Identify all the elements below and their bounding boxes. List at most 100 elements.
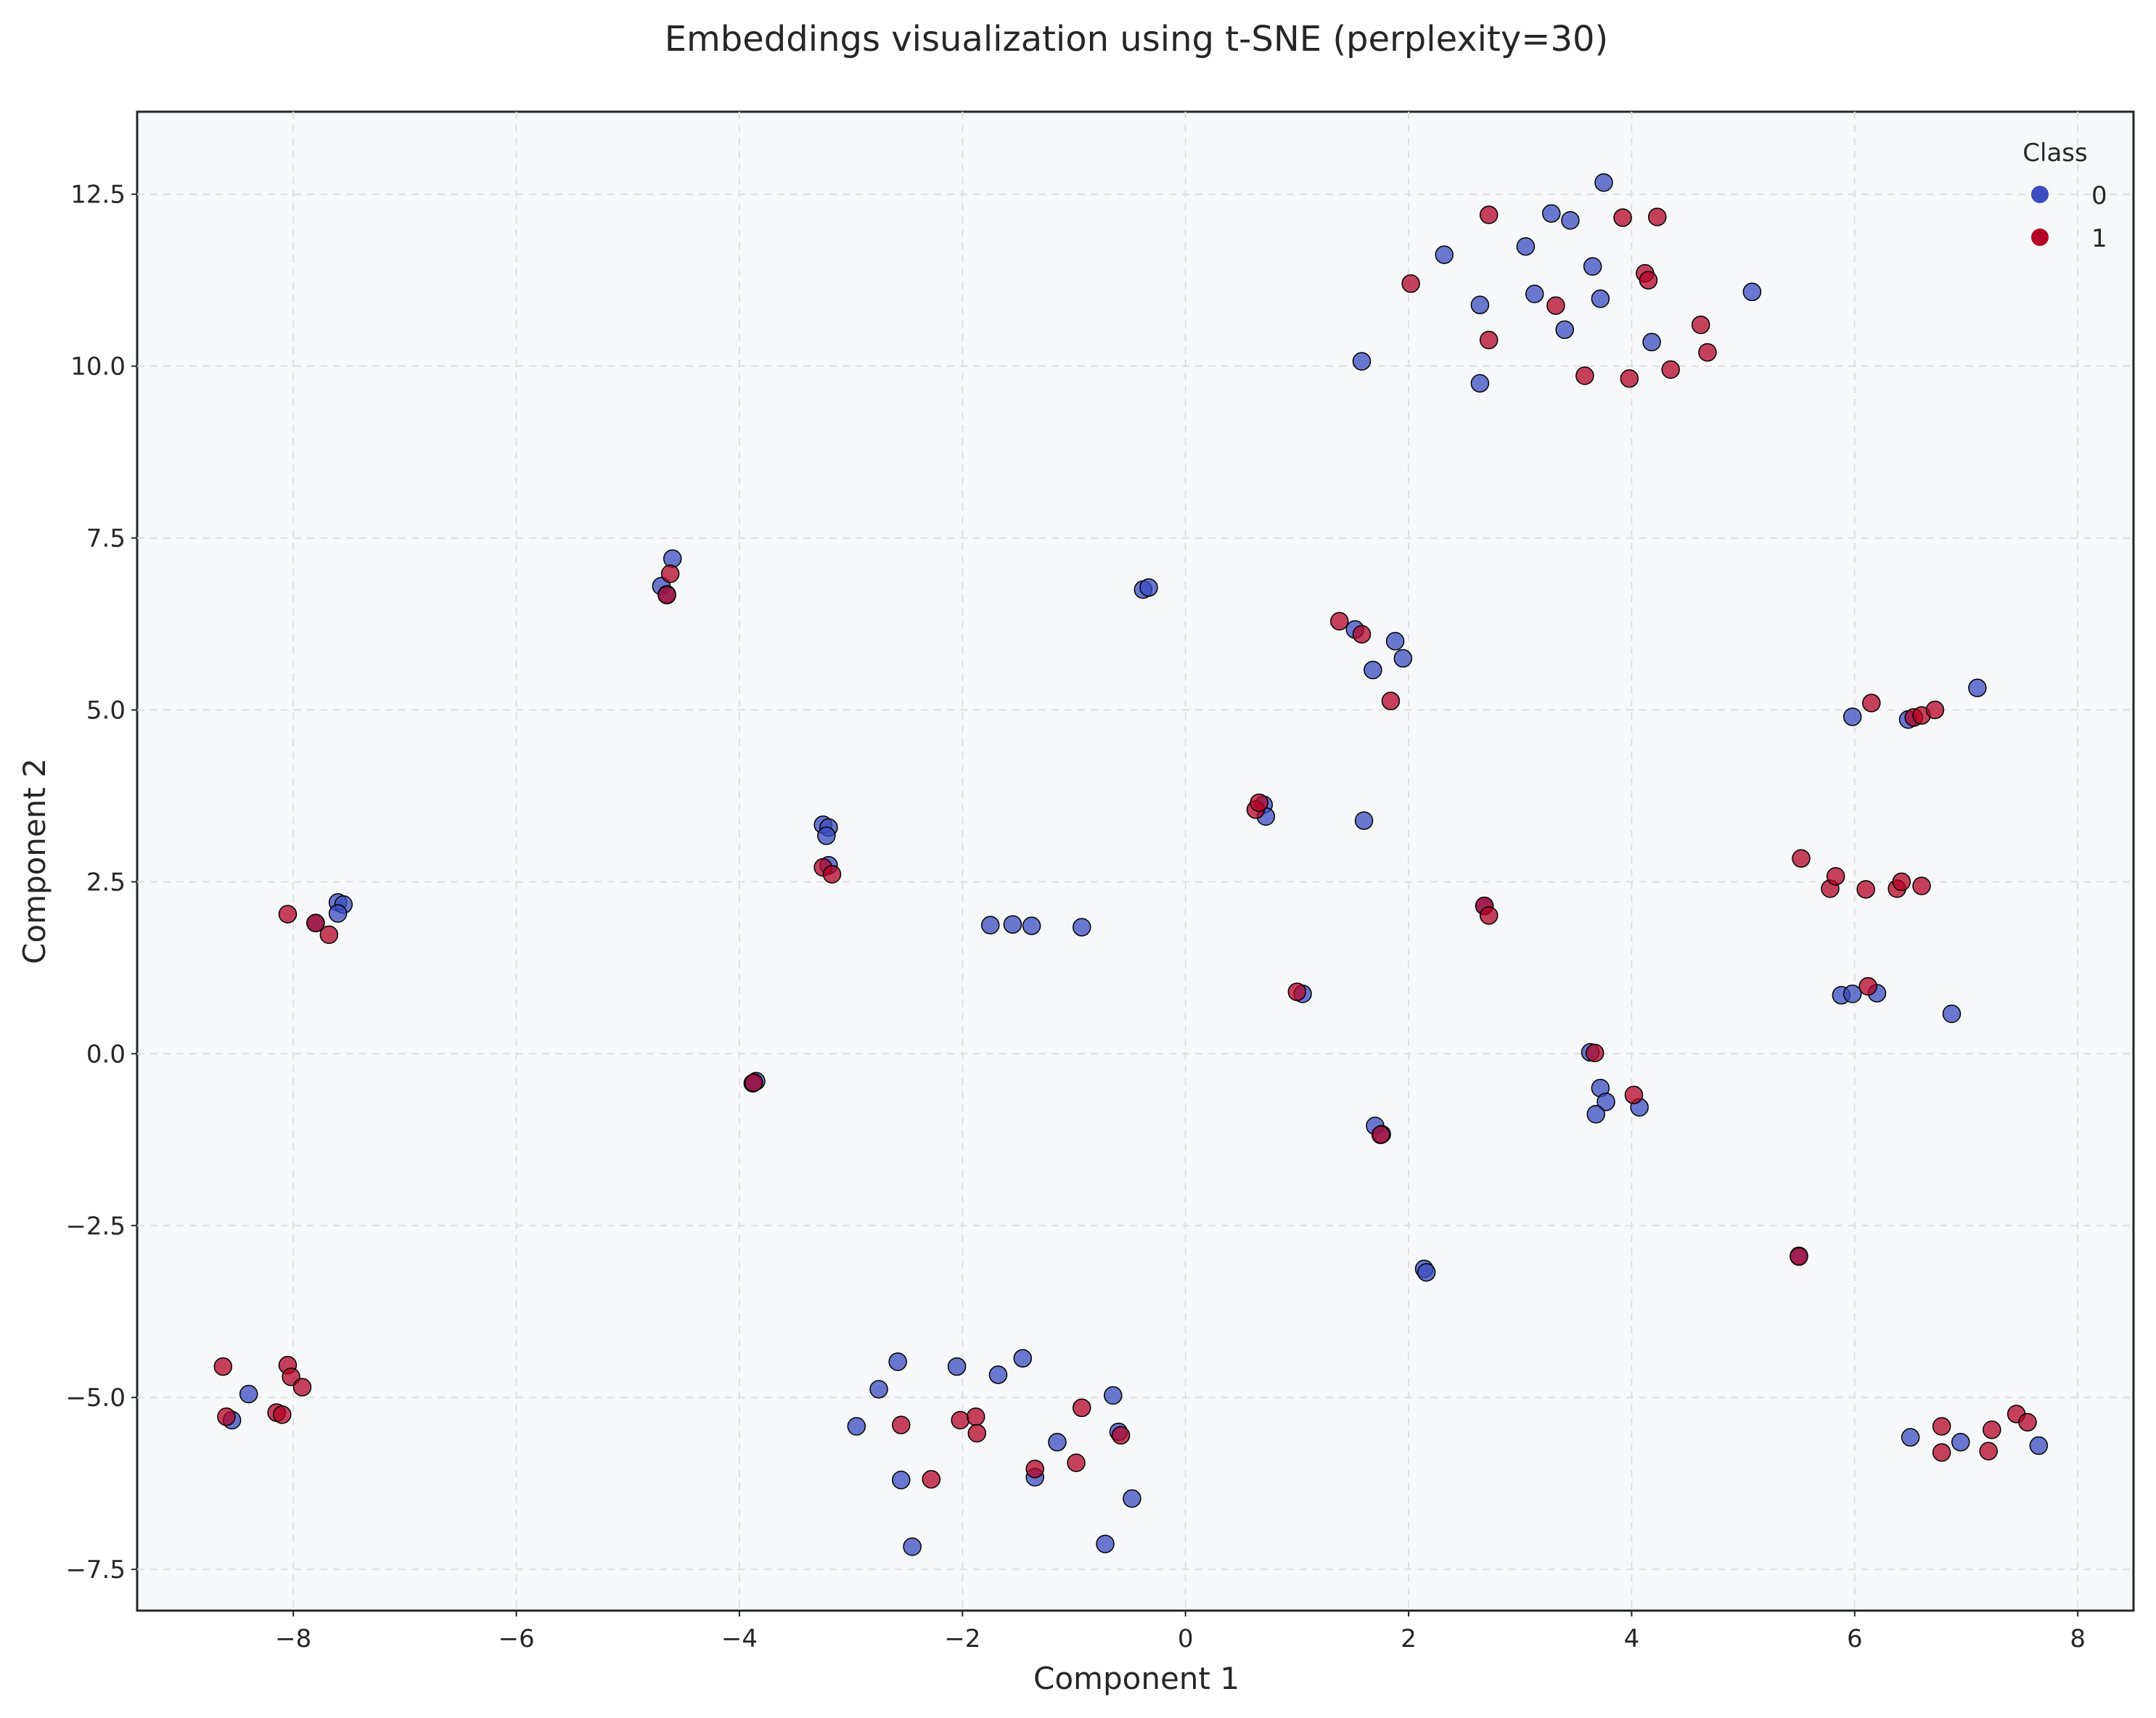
data-point-class-0 [1525,284,1544,303]
data-point-class-0 [1352,352,1372,371]
data-point-class-1 [1072,1398,1091,1418]
y-tick-label: −2.5 [65,1212,126,1241]
x-tick-label: −2 [944,1624,980,1653]
data-point-class-1 [1862,694,1881,712]
y-axis-label: Component 2 [17,758,52,964]
data-point-class-1 [1826,867,1845,886]
data-point-class-0 [1096,1534,1115,1553]
data-point-class-1 [273,1405,292,1424]
data-point-class-1 [1585,1043,1604,1063]
x-tick-label: 8 [2070,1624,2086,1653]
data-point-class-0 [1642,332,1661,352]
data-point-class-1 [1856,880,1875,899]
legend-title: Class [2022,139,2087,168]
data-point-class-0 [2029,1436,2049,1455]
data-point-class-0 [1393,649,1413,668]
y-tick-label: −7.5 [65,1555,126,1585]
data-point-class-0 [1003,915,1022,934]
data-point-class-1 [967,1423,987,1443]
data-point-class-1 [1479,205,1499,224]
data-point-class-0 [1596,1092,1615,1111]
data-point-class-0 [1072,918,1091,937]
data-point-class-0 [1542,204,1561,223]
y-tick-label: 12.5 [70,181,126,210]
x-axis-ticks: −8 −6 −4 −2 0 2 4 6 8 [275,1611,2086,1653]
data-point-class-1 [1479,906,1499,925]
data-point-class-0 [892,1471,911,1489]
data-point-class-1 [1025,1460,1044,1479]
data-point-class-1 [1546,296,1565,316]
data-point-class-0 [1951,1433,1970,1452]
data-point-class-0 [1470,295,1490,315]
data-point-class-1 [306,913,325,933]
data-point-class-0 [847,1417,866,1436]
data-point-class-0 [1048,1433,1067,1452]
data-point-class-1 [657,585,676,604]
x-tick-label: 4 [1624,1624,1640,1653]
data-point-class-0 [1843,707,1862,726]
data-point-class-1 [1983,1421,2001,1439]
x-tick-label: −4 [721,1624,758,1653]
data-point-class-0 [1139,578,1158,597]
data-point-class-0 [1591,289,1610,308]
data-point-class-1 [1067,1453,1086,1472]
data-point-class-1 [1648,207,1667,226]
data-point-class-1 [217,1407,236,1426]
data-point-class-0 [1968,678,1987,697]
data-point-class-1 [822,865,842,884]
data-point-class-1 [1932,1443,1951,1462]
legend-label-class-0: 0 [2091,181,2107,210]
data-point-class-1 [1691,316,1710,334]
data-point-class-0 [1123,1489,1141,1508]
data-point-class-1 [1613,208,1632,227]
data-point-class-1 [1792,849,1811,868]
data-point-class-0 [869,1380,888,1399]
data-point-class-0 [888,1352,907,1371]
y-tick-label: −5.0 [65,1384,126,1413]
data-point-class-0 [947,1357,967,1376]
data-point-class-0 [1942,1004,1962,1024]
data-point-class-0 [817,826,836,845]
data-point-class-1 [1661,360,1680,379]
data-point-class-0 [1022,916,1041,935]
data-point-class-0 [1516,237,1536,256]
x-tick-label: −8 [275,1624,311,1653]
data-point-class-1 [1329,612,1349,631]
data-point-class-1 [278,905,298,924]
data-point-class-1 [2018,1413,2037,1432]
x-tick-label: 2 [1401,1624,1417,1653]
data-points [213,173,2049,1556]
data-point-class-1 [660,564,680,583]
data-point-class-1 [1932,1417,1951,1436]
data-point-class-0 [988,1365,1008,1384]
data-point-class-0 [239,1384,258,1404]
data-point-class-0 [1901,1428,1920,1447]
y-tick-label: 2.5 [86,868,126,897]
x-tick-label: 0 [1178,1624,1194,1653]
data-point-class-1 [1790,1247,1808,1266]
legend: Class 0 1 [2022,139,2107,253]
data-point-class-1 [1979,1442,1998,1460]
data-point-class-1 [1479,330,1499,350]
legend-marker-class-0 [2031,186,2049,203]
grid [137,112,2134,1611]
x-axis-label: Component 1 [1033,1661,1239,1696]
data-point-class-1 [966,1407,985,1426]
data-point-class-1 [1381,691,1401,710]
data-point-class-0 [1843,985,1862,1003]
legend-marker-class-1 [2031,229,2049,246]
data-point-class-0 [1742,282,1762,302]
data-point-class-0 [1470,374,1490,393]
data-point-class-1 [1620,369,1639,388]
data-point-class-1 [1912,876,1931,895]
data-point-class-1 [1111,1426,1131,1445]
data-point-class-0 [1364,660,1382,680]
data-point-class-0 [1586,1105,1605,1124]
data-point-class-1 [1892,872,1911,892]
data-point-class-1 [951,1410,970,1430]
data-point-class-0 [1555,320,1574,340]
data-point-class-0 [1354,811,1374,830]
legend-label-class-1: 1 [2091,224,2107,253]
data-point-class-0 [1594,173,1613,192]
